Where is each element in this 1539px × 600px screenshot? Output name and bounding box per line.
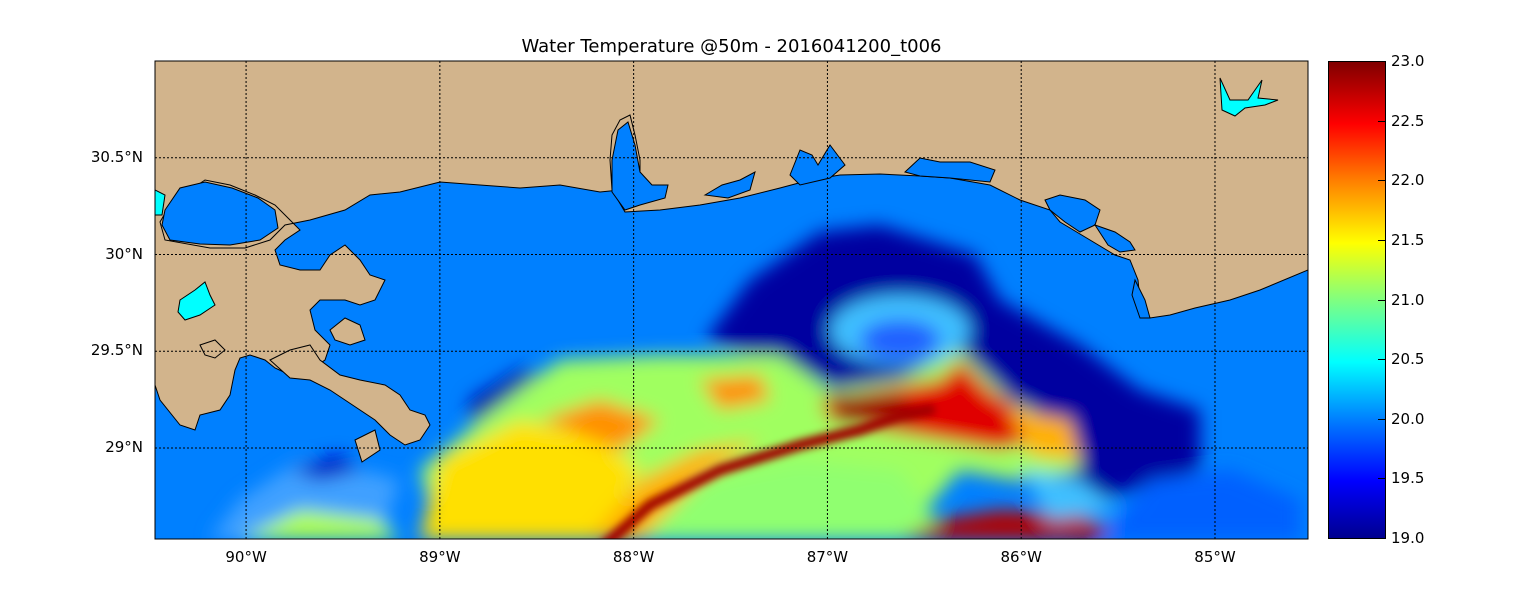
lon-tick-label: 90°W <box>225 548 267 566</box>
temperature-field <box>210 225 1300 539</box>
colorbar-tick-mark <box>1378 61 1386 62</box>
colorbar-tick-label: 20.5 <box>1391 350 1425 369</box>
lon-tick-label: 86°W <box>1000 548 1042 566</box>
land-mass <box>155 61 1308 431</box>
colorbar-tick-label: 22.5 <box>1391 111 1425 130</box>
lon-tick-label: 89°W <box>419 548 461 566</box>
colorbar-tick-mark <box>1378 359 1386 361</box>
lon-tick-label: 87°W <box>806 548 849 566</box>
colorbar <box>1328 61 1386 539</box>
colorbar-tick-label: 19.5 <box>1391 469 1425 488</box>
lon-tick-label: 88°W <box>612 548 655 566</box>
chart-title: Water Temperature @50m - 2016041200_t006 <box>521 36 942 57</box>
lake-pontchartrain <box>161 181 279 246</box>
mobile-bay <box>611 121 669 211</box>
graticule <box>155 61 1308 539</box>
colorbar-tick-mark <box>1378 239 1386 241</box>
lon-tick-label: 85°W <box>1194 548 1236 566</box>
colorbar-tick-label: 21.5 <box>1391 230 1425 249</box>
lat-tick-label: 30°N <box>105 244 143 263</box>
lat-tick-label: 29.5°N <box>90 341 143 360</box>
colorbar-tick-mark <box>1378 538 1386 539</box>
colorbar-tick-mark <box>1378 299 1386 301</box>
warm-front <box>603 404 936 539</box>
colorbar-tick-mark <box>1378 120 1386 122</box>
colorbar-tick-label: 19.0 <box>1391 529 1425 547</box>
colorbar-tick-mark <box>1378 418 1386 420</box>
delta-marsh <box>269 344 431 446</box>
colorbar-tick-mark <box>1378 180 1386 182</box>
lake-salvador <box>177 281 216 321</box>
colorbar-tick-label: 21.0 <box>1391 290 1425 309</box>
colorbar-tick-label: 23.0 <box>1391 52 1425 70</box>
colorbar-tick-label: 22.0 <box>1391 171 1425 190</box>
colorbar-tick-label: 20.0 <box>1391 409 1425 428</box>
colorbar-tick-mark <box>1378 478 1386 480</box>
map-frame <box>154 60 1309 540</box>
lake-northeast <box>1219 77 1279 117</box>
lat-tick-label: 30.5°N <box>90 147 143 166</box>
lat-tick-label: 29°N <box>105 438 143 457</box>
